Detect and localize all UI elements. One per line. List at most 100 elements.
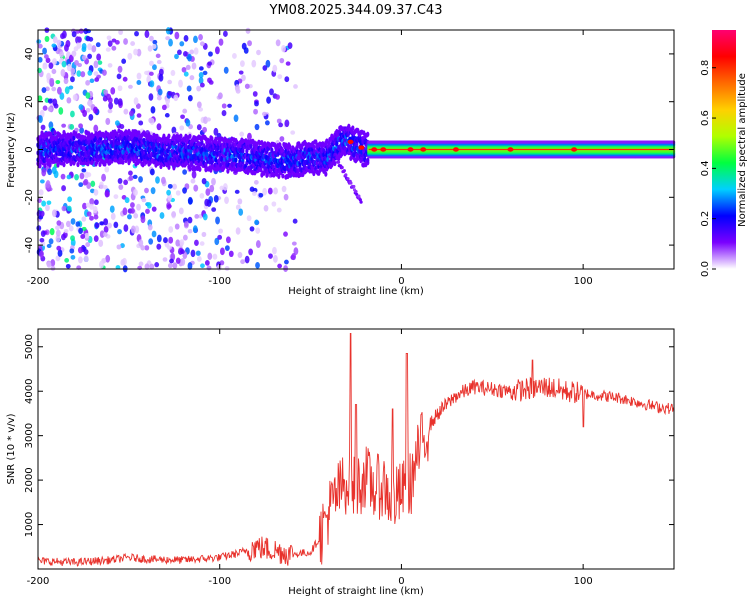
spectral-point bbox=[188, 133, 192, 139]
spectral-point bbox=[64, 43, 69, 52]
spectral-point bbox=[38, 115, 43, 124]
spectral-point bbox=[149, 80, 155, 88]
spectral-point bbox=[188, 166, 192, 172]
spectral-point bbox=[239, 131, 245, 137]
spectral-point bbox=[90, 180, 96, 187]
spectral-point bbox=[70, 235, 75, 242]
spectral-point bbox=[70, 110, 75, 118]
spectral-point bbox=[38, 163, 42, 169]
spectral-point bbox=[68, 225, 74, 232]
spectral-point bbox=[208, 80, 214, 85]
spectral-point bbox=[151, 43, 157, 50]
spectral-point bbox=[61, 123, 67, 128]
spectral-point bbox=[233, 114, 239, 122]
spectral-point bbox=[80, 233, 86, 239]
spectral-point bbox=[198, 34, 203, 41]
spectral-point bbox=[117, 65, 123, 73]
spectral-point bbox=[128, 175, 134, 181]
spectral-point bbox=[87, 53, 93, 59]
spectral-point bbox=[123, 224, 129, 232]
spectral-point bbox=[357, 194, 361, 198]
spectral-point bbox=[93, 199, 99, 206]
spectral-point bbox=[251, 59, 257, 68]
spectral-point bbox=[254, 219, 260, 226]
spectral-point bbox=[66, 205, 72, 212]
spectral-point bbox=[108, 101, 114, 110]
spectral-point bbox=[59, 51, 64, 58]
spectral-point bbox=[74, 59, 79, 66]
spectral-point bbox=[47, 106, 53, 112]
spectral-point bbox=[101, 173, 106, 182]
spectral-point bbox=[137, 130, 141, 136]
spectral-point bbox=[247, 132, 252, 141]
spectral-point bbox=[199, 82, 205, 88]
spectral-point bbox=[136, 203, 141, 211]
spectral-point bbox=[158, 73, 164, 82]
spectral-point bbox=[179, 133, 183, 139]
spectral-point bbox=[147, 45, 153, 52]
spectral-point bbox=[99, 181, 104, 190]
spectral-point bbox=[82, 202, 87, 210]
spectral-point bbox=[293, 247, 299, 256]
spectral-point bbox=[81, 54, 87, 61]
spectral-point bbox=[249, 186, 255, 192]
spectral-point bbox=[187, 196, 193, 205]
spectral-point bbox=[81, 216, 87, 222]
spectral-point bbox=[44, 35, 50, 42]
spectral-point bbox=[190, 178, 196, 184]
spectral-point bbox=[255, 261, 260, 269]
spectral-point bbox=[85, 241, 91, 248]
spectral-point bbox=[134, 30, 139, 37]
spectral-point bbox=[77, 246, 83, 254]
spectral-point bbox=[37, 95, 43, 102]
spectral-point bbox=[196, 124, 202, 131]
spectral-point bbox=[235, 204, 241, 210]
spectral-point bbox=[78, 182, 84, 188]
spectral-point bbox=[72, 135, 76, 141]
spectral-point bbox=[85, 107, 91, 113]
spectral-point bbox=[183, 50, 188, 57]
spectral-point bbox=[182, 234, 188, 241]
spectral-point bbox=[133, 213, 139, 219]
spectral-point bbox=[93, 235, 99, 243]
spectral-point bbox=[133, 188, 138, 196]
spectral-point bbox=[222, 183, 228, 191]
spectral-point bbox=[336, 160, 341, 164]
spectral-point bbox=[245, 27, 251, 34]
spectral-point bbox=[111, 38, 117, 43]
spectral-point bbox=[49, 131, 53, 138]
spectral-point bbox=[117, 178, 123, 184]
spectral-point bbox=[51, 86, 57, 92]
spectral-point bbox=[68, 85, 74, 90]
spectral-point bbox=[221, 103, 227, 109]
spectral-point bbox=[292, 218, 298, 224]
spectral-point bbox=[93, 189, 99, 196]
spectral-point bbox=[107, 63, 113, 68]
spectral-point bbox=[41, 87, 47, 94]
spectral-point bbox=[285, 61, 291, 66]
spectral-point bbox=[277, 74, 283, 80]
spectral-point bbox=[167, 183, 173, 189]
spectral-point bbox=[66, 63, 72, 72]
spectral-point bbox=[202, 213, 208, 221]
spectral-point bbox=[168, 236, 174, 244]
spectral-point bbox=[122, 76, 128, 82]
spectral-point bbox=[277, 263, 283, 269]
spectral-point bbox=[272, 254, 278, 263]
spectral-point bbox=[189, 75, 195, 81]
spectral-point bbox=[182, 108, 188, 114]
spectral-point bbox=[258, 192, 264, 198]
spectral-point bbox=[81, 46, 87, 53]
spectral-point bbox=[86, 172, 92, 178]
spectral-point bbox=[55, 234, 61, 243]
spectral-point bbox=[196, 85, 202, 92]
spectral-point bbox=[36, 225, 42, 231]
spectral-point bbox=[270, 147, 274, 153]
spectral-point bbox=[237, 198, 243, 205]
spectral-point bbox=[147, 223, 153, 231]
spectral-point bbox=[86, 211, 92, 217]
spectral-point bbox=[56, 220, 62, 226]
spectral-point bbox=[42, 47, 47, 55]
spectral-point bbox=[138, 261, 144, 267]
